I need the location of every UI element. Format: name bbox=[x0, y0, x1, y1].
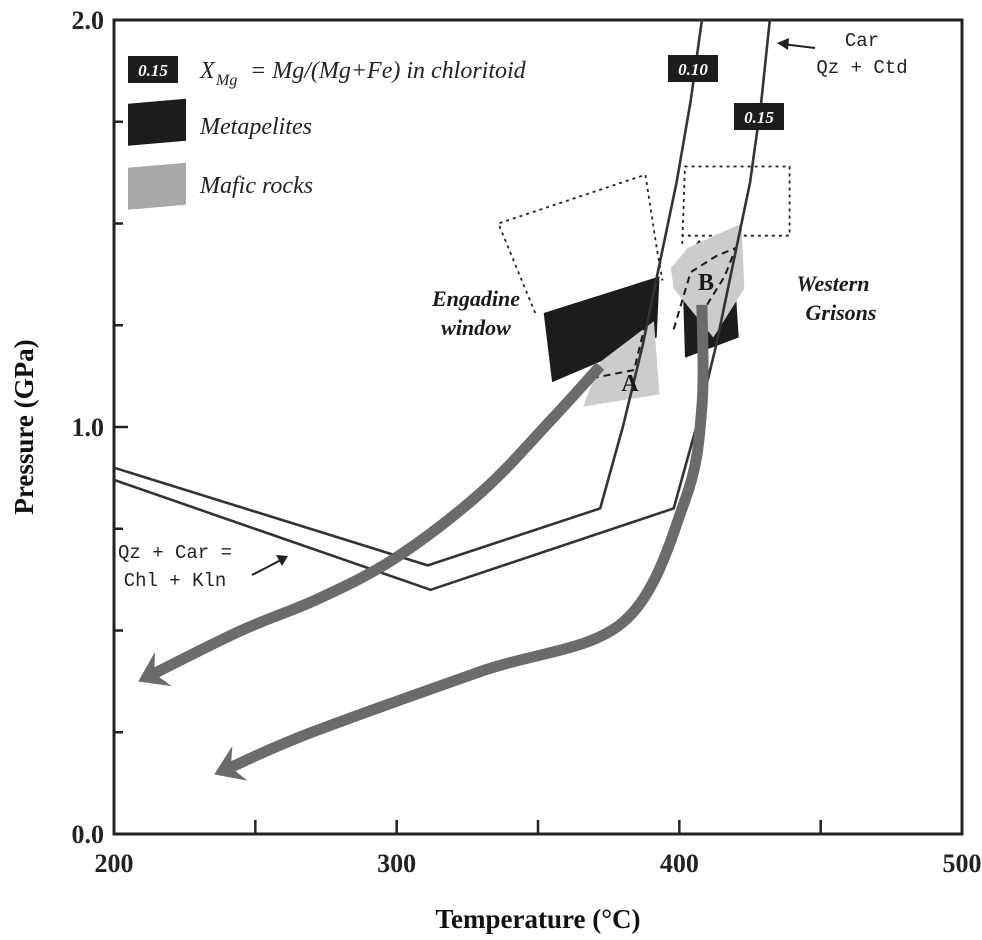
x-axis-title: Temperature (°C) bbox=[435, 904, 640, 934]
y-tick-label: 0.0 bbox=[72, 820, 105, 849]
pt-path-b bbox=[224, 304, 709, 774]
isopleth-015-badge bbox=[734, 103, 784, 130]
x-tick-label: 500 bbox=[943, 849, 982, 878]
y-axis-title: Pressure (GPa) bbox=[9, 339, 39, 514]
isopleth-010-label: 0.10 bbox=[678, 60, 708, 79]
qz-ctd-label: Qz + Ctd bbox=[816, 57, 907, 79]
isopleth-010-badge bbox=[668, 55, 718, 82]
legend-xmg-sub: Mg bbox=[215, 72, 237, 89]
qz-car-label: Qz + Car = bbox=[118, 542, 232, 564]
western-label-1: Western bbox=[797, 271, 870, 296]
y-tick-label: 2.0 bbox=[72, 6, 105, 35]
western-label-2: Grisons bbox=[806, 300, 877, 325]
legend-mafic-label: Mafic rocks bbox=[199, 173, 313, 199]
engadine-label-1: Engadine bbox=[431, 286, 520, 311]
point-b-label: B bbox=[698, 270, 714, 296]
isopleth-015-label: 0.15 bbox=[744, 108, 774, 127]
y-tick-label: 1.0 bbox=[72, 413, 105, 442]
pt-path-a-arrowhead bbox=[138, 652, 172, 687]
car-label: Car bbox=[845, 30, 879, 52]
legend-xmg-text: = Mg/(Mg+Fe) in chloritoid bbox=[250, 58, 527, 84]
chl-kln-label: Chl + Kln bbox=[124, 570, 227, 592]
engadine-dotted-box bbox=[497, 173, 664, 314]
pt-path-a bbox=[148, 362, 605, 681]
x-tick-label: 200 bbox=[95, 849, 134, 878]
legend-badge bbox=[128, 56, 178, 83]
engadine-mafic-region bbox=[583, 321, 660, 407]
pt-path-b-arrowhead bbox=[214, 745, 248, 781]
legend-xmg-label: X bbox=[199, 58, 216, 84]
car-arrow-head bbox=[777, 38, 789, 50]
legend-metapelites-label: Metapelites bbox=[199, 114, 312, 140]
engadine-label-2: window bbox=[441, 315, 511, 340]
legend-badge-text: 0.15 bbox=[138, 61, 168, 80]
x-tick-label: 300 bbox=[377, 849, 416, 878]
chl-arrow-line bbox=[251, 559, 282, 576]
legend-metapelites-swatch bbox=[128, 98, 186, 146]
x-tick-label: 400 bbox=[660, 849, 699, 878]
western-dashed-line bbox=[672, 246, 738, 330]
isopleth-010-line bbox=[114, 20, 704, 567]
point-a-label: A bbox=[621, 371, 639, 397]
engadine-dashed-line bbox=[591, 276, 658, 380]
western-dotted-box bbox=[681, 165, 791, 244]
legend: 0.15 X Mg = Mg/(Mg+Fe) in chloritoid Met… bbox=[128, 56, 527, 210]
engadine-metapelites-region bbox=[543, 276, 660, 383]
legend-mafic-swatch bbox=[128, 162, 186, 210]
chl-arrow-head bbox=[276, 555, 288, 566]
